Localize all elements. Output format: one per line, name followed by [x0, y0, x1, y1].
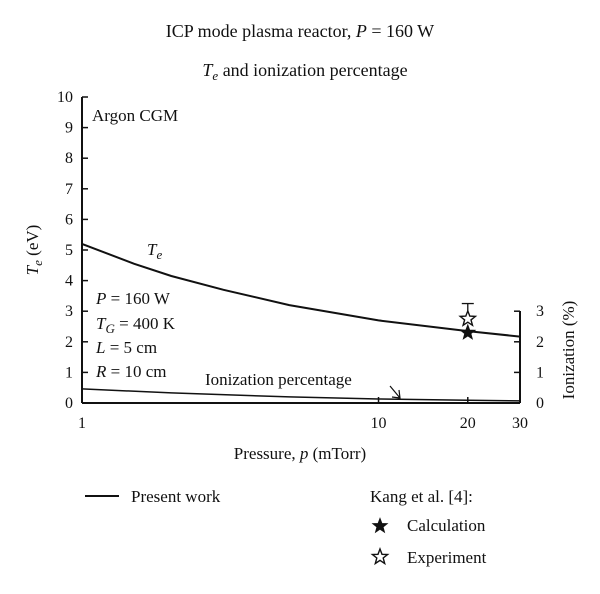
left-y-tick-label: 0 — [65, 395, 73, 412]
left-y-tick-label: 1 — [65, 364, 73, 381]
right-y-tick-label: 1 — [536, 364, 544, 381]
left-y-tick-label: 2 — [65, 334, 73, 351]
x-axis-label: Pressure, p (mTorr) — [234, 444, 366, 463]
left-y-tick-label: 6 — [65, 211, 73, 228]
left-y-tick-label: 4 — [65, 273, 73, 290]
left-y-ticks: 0 1 2 3 4 5 6 7 8 9 10 — [57, 89, 88, 412]
left-y-tick-label: 10 — [57, 89, 73, 106]
legend-experiment-star-icon — [370, 547, 390, 566]
ionization-label-arrow — [389, 385, 401, 399]
te-series-label: Te — [147, 240, 162, 262]
right-y-tick-label: 2 — [536, 334, 544, 351]
calculation-marker — [459, 323, 477, 340]
x-tick-label: 30 — [512, 415, 528, 432]
left-y-axis-label: Te (eV) — [23, 225, 45, 276]
legend-calculation-star-icon — [371, 517, 389, 534]
x-tick-label: 1 — [78, 415, 86, 432]
legend-experiment-label: Experiment — [407, 548, 487, 567]
right-y-ticks: 0 1 2 3 — [514, 303, 544, 412]
x-tick-label: 10 — [371, 415, 387, 432]
right-y-tick-label: 3 — [536, 303, 544, 320]
param-r: R = 10 cm — [95, 362, 167, 381]
legend-kang-title: Kang et al. [4]: — [370, 487, 473, 506]
right-y-axis-label: Ionization (%) — [559, 301, 578, 400]
param-tg: TG = 400 K — [96, 314, 176, 336]
te-series-line — [81, 242, 521, 338]
ionization-series-label: Ionization percentage — [205, 370, 352, 389]
left-y-tick-label: 7 — [65, 181, 73, 198]
param-l: L = 5 cm — [95, 338, 157, 357]
left-y-tick-label: 9 — [65, 120, 73, 137]
right-y-tick-label: 0 — [536, 395, 544, 412]
param-p: P = 160 W — [95, 289, 171, 308]
left-y-tick-label: 5 — [65, 242, 73, 259]
ionization-series-line — [81, 388, 521, 402]
legend-calculation-label: Calculation — [407, 516, 486, 535]
gas-annotation: Argon CGM — [92, 106, 178, 125]
x-ticks: 1 10 20 30 — [78, 397, 528, 432]
left-y-tick-label: 8 — [65, 150, 73, 167]
chart-title-line2: Te and ionization percentage — [202, 60, 407, 83]
chart-title-line1: ICP mode plasma reactor, P = 160 W — [166, 21, 434, 41]
left-y-tick-label: 3 — [65, 303, 73, 320]
experiment-marker — [458, 308, 478, 327]
legend-present-work-label: Present work — [131, 487, 221, 506]
x-tick-label: 20 — [460, 415, 476, 432]
